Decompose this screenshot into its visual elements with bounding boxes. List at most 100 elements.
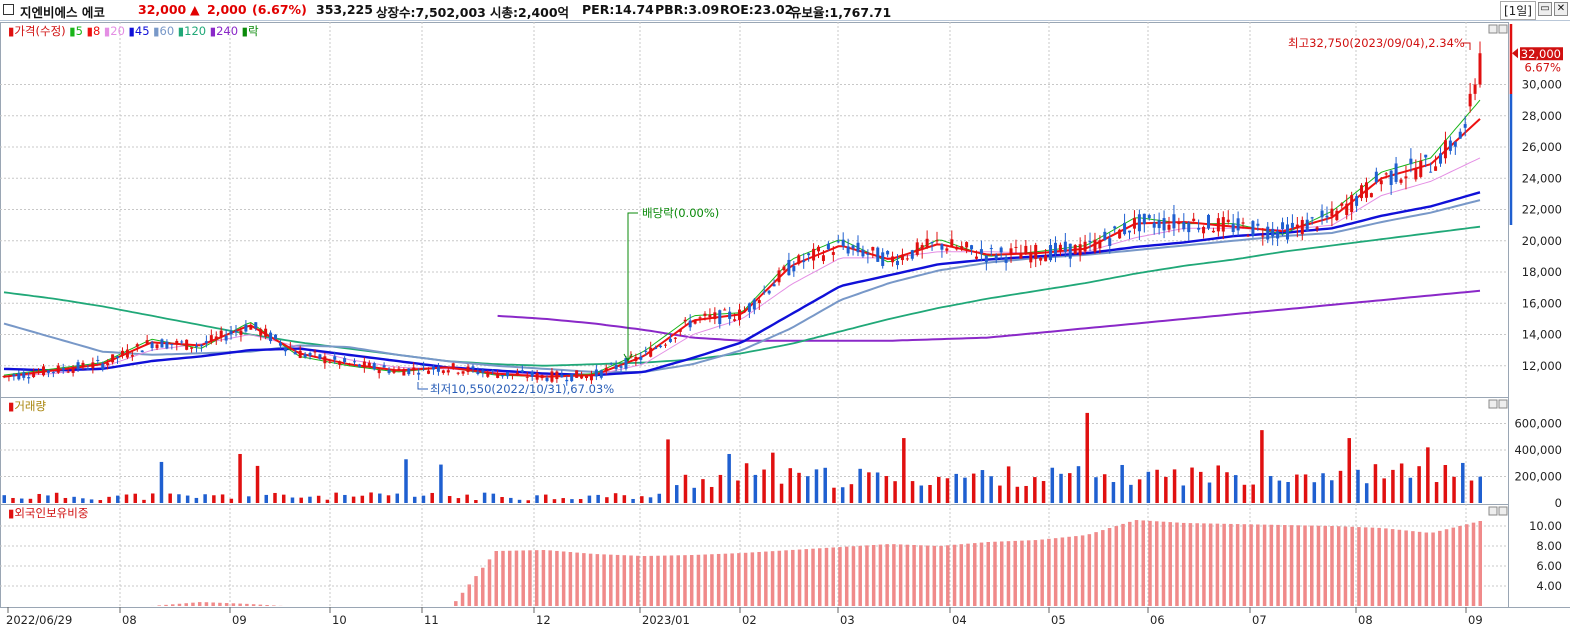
volume-bar (1443, 465, 1448, 503)
price-candle (204, 341, 208, 344)
price-candle (920, 245, 924, 250)
volume-bar (1478, 476, 1482, 503)
volume-bar (1216, 465, 1220, 503)
legend-entry[interactable]: ▮ (66, 24, 76, 38)
price-candle (752, 299, 756, 310)
legend-entry[interactable]: 60 (160, 24, 175, 38)
price-candle (767, 290, 771, 294)
legend-entry[interactable]: 20 (110, 24, 125, 38)
stock-name[interactable]: 지엔비에스 에코 (20, 5, 105, 20)
y-tick-label: 26,000 (1522, 140, 1562, 154)
x-tick-label: 09 (232, 613, 247, 627)
foreign-ratio-bar (642, 555, 647, 606)
foreign-ratio-bar (696, 554, 701, 606)
legend-entry[interactable]: 5 (76, 24, 83, 38)
price-candle (1073, 244, 1077, 255)
panel-maximize-icon[interactable] (1498, 24, 1508, 34)
panel-maximize-icon[interactable] (1498, 399, 1508, 409)
volume-bar (1120, 464, 1124, 503)
price-candle (402, 370, 406, 376)
legend-entry[interactable]: ▮ (8, 506, 14, 520)
legend-entry[interactable]: ▮ (83, 24, 93, 38)
foreign-ratio-bar (743, 552, 748, 606)
foreign-ratio-bar (1357, 527, 1361, 606)
price-candle (259, 329, 263, 336)
foreign-ratio-bar (1269, 524, 1274, 606)
low-price-label: 최저10,550(2022/10/31),67.03% (430, 382, 614, 396)
legend-entry[interactable]: ▮ (100, 24, 110, 38)
legend-entry[interactable]: 가격(수정) (14, 24, 65, 38)
price-candle (506, 371, 510, 377)
stock-chart[interactable]: 12,000 14,000 16,000 18,000 20,000 22,000 24,0… (0, 20, 1570, 629)
foreign-ratio-bar (1390, 529, 1395, 606)
price-candle (27, 377, 31, 379)
ma-line-45 (3, 191, 1481, 377)
volume-bar (281, 494, 286, 503)
last-price-label: 32,000 (1521, 47, 1561, 61)
legend-entry[interactable]: 외국인보유비중 (14, 506, 88, 520)
legend-entry[interactable]: ▮ (150, 24, 160, 38)
price-candle (362, 361, 366, 368)
legend-entry[interactable]: ▮ (238, 24, 248, 38)
foreign-ratio-bar (191, 602, 195, 606)
foreign-ratio-bar (723, 553, 728, 606)
legend-entry[interactable]: 120 (184, 24, 206, 38)
price-candle (1360, 185, 1364, 199)
legend-entry[interactable]: ▮ (8, 24, 14, 38)
legend-entry[interactable]: 8 (93, 24, 100, 38)
price-candle (101, 363, 105, 370)
foreign-ratio-bar (1107, 528, 1112, 606)
foreign-ratio-bar (1148, 520, 1152, 606)
legend-entry[interactable]: 240 (216, 24, 238, 38)
legend-entry[interactable]: 락 (248, 24, 259, 38)
price-candle (1434, 166, 1438, 171)
volume-bar (439, 464, 443, 503)
panel-minimize-icon[interactable] (1488, 506, 1498, 516)
price-candle (683, 319, 687, 322)
price-candle (1325, 215, 1329, 218)
price-candle (851, 245, 855, 249)
foreign-ratio-bar (1310, 525, 1314, 606)
price-candle (688, 320, 692, 328)
dividend-arrow-icon (623, 353, 633, 363)
period-selector[interactable]: [1일] (1499, 1, 1536, 20)
select-checkbox[interactable] (3, 4, 14, 15)
price-candle (1394, 163, 1398, 182)
price-candle (333, 356, 337, 360)
dividend-marker (627, 212, 638, 360)
legend-entry[interactable]: ▮ (174, 24, 184, 38)
legend-entry[interactable]: ▮ (8, 399, 14, 413)
price-candle (614, 364, 618, 370)
foreign-ratio-bar (1047, 538, 1051, 606)
price-candle (1355, 196, 1359, 206)
window-minimize-icon[interactable]: ▭ (1538, 2, 1552, 16)
price-candle (530, 371, 534, 377)
foreign-ratio-bar (1060, 537, 1065, 606)
legend-entry[interactable]: ▮ (206, 24, 216, 38)
panel-minimize-icon[interactable] (1488, 24, 1498, 34)
foreign-ratio-bar (1101, 530, 1105, 606)
foreign-ratio-bar (609, 554, 613, 606)
legend-entry[interactable]: 거래량 (14, 399, 46, 413)
price-candle (639, 356, 643, 360)
price-candle (486, 372, 490, 377)
volume-bar (491, 493, 496, 503)
panel-minimize-icon[interactable] (1488, 399, 1498, 409)
panel-maximize-icon[interactable] (1498, 506, 1508, 516)
price-candle (930, 242, 934, 244)
price-candle (441, 370, 445, 373)
price-candle (831, 252, 835, 255)
price-candle (1340, 203, 1344, 206)
legend-entry[interactable]: 45 (135, 24, 150, 38)
window-close-icon[interactable]: ✕ (1554, 2, 1568, 16)
foreign-ratio-bar (952, 544, 957, 606)
legend-entry[interactable]: ▮ (125, 24, 135, 38)
price-candle (116, 356, 120, 359)
price-candle (609, 363, 613, 365)
volume-legend: ▮거래량 (8, 399, 47, 413)
price-candle (199, 344, 203, 347)
volume-bar (1059, 473, 1063, 503)
price-candle (51, 372, 55, 374)
foreign-ratio-bar (804, 549, 809, 606)
volume-bar (1461, 462, 1465, 503)
